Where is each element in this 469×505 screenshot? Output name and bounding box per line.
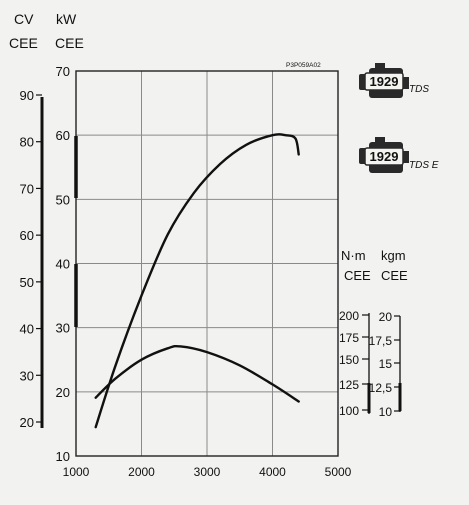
- cv-tick-label: 70: [20, 181, 34, 196]
- legend-engine-code: 1929: [370, 149, 399, 164]
- legend-label: TDS: [409, 84, 429, 95]
- legend-item-tds-e: 1929 TDS E: [359, 137, 439, 173]
- kgm-tick-label: 12,5: [369, 381, 393, 395]
- cv-tick-label: 60: [20, 228, 34, 243]
- chart-grid: [76, 71, 338, 456]
- nm-tick-label: 150: [339, 353, 359, 367]
- kgm-axis-label-1: kgm: [381, 248, 406, 263]
- kw-tick-label: 20: [56, 385, 70, 400]
- power-curve: [94, 133, 300, 429]
- kw-tick-label: 70: [56, 64, 70, 79]
- nm-tick-label: 175: [339, 331, 359, 345]
- cv-axis-ticks: 20 30 40 50 60 70 80 90: [20, 88, 42, 430]
- cv-tick-label: 80: [20, 135, 34, 150]
- kgm-tick-label: 10: [379, 405, 393, 419]
- kgm-tick-label: 15: [379, 357, 393, 371]
- cv-tick-label: 30: [20, 368, 34, 383]
- series-group: [94, 133, 300, 429]
- nm-axis-label-1: N·m: [341, 248, 366, 263]
- cv-axis-label-2: CEE: [9, 35, 38, 51]
- x-axis-ticks: 1000 2000 3000 4000 5000: [63, 465, 352, 479]
- chart-code: P3P059A02: [286, 62, 321, 69]
- kw-tick-label: 50: [56, 192, 70, 207]
- x-tick-label: 4000: [259, 465, 286, 479]
- cv-axis-label-1: CV: [14, 11, 34, 27]
- cv-tick-label: 40: [20, 322, 34, 337]
- kw-axis-label-2: CEE: [55, 35, 84, 51]
- x-tick-label: 3000: [194, 465, 221, 479]
- engine-block-icon: [359, 137, 409, 173]
- nm-tick-label: 125: [339, 378, 359, 392]
- kw-axis-label-1: kW: [56, 11, 77, 27]
- kgm-tick-label: 20: [379, 310, 393, 324]
- cv-tick-label: 20: [20, 415, 34, 430]
- kw-tick-label: 10: [56, 449, 70, 464]
- kgm-axis-label-2: CEE: [381, 268, 408, 283]
- x-tick-label: 1000: [63, 465, 90, 479]
- nm-tick-label: 100: [339, 404, 359, 418]
- kw-tick-label: 30: [56, 321, 70, 336]
- torque-curve: [94, 344, 300, 403]
- kw-tick-label: 60: [56, 128, 70, 143]
- x-tick-label: 5000: [325, 465, 352, 479]
- x-tick-label: 2000: [128, 465, 155, 479]
- legend-label: TDS E: [409, 160, 439, 171]
- nm-axis-ticks: 200 175 150 125 100: [339, 309, 369, 418]
- plot-frame: [75, 70, 339, 457]
- cv-tick-label: 50: [20, 275, 34, 290]
- kgm-axis-ticks: 20 17,5 15 12,5 10: [369, 310, 400, 419]
- nm-tick-label: 200: [339, 309, 359, 323]
- kw-axis-ticks: 10 20 30 40 50 60 70: [56, 64, 70, 464]
- kw-tick-label: 40: [56, 257, 70, 272]
- legend-engine-code: 1929: [370, 74, 399, 89]
- kgm-tick-label: 17,5: [369, 334, 393, 348]
- nm-axis-label-2: CEE: [344, 268, 371, 283]
- cv-tick-label: 90: [20, 88, 34, 103]
- engine-block-icon: [359, 63, 409, 98]
- legend-item-tds: 1929 TDS: [359, 63, 429, 98]
